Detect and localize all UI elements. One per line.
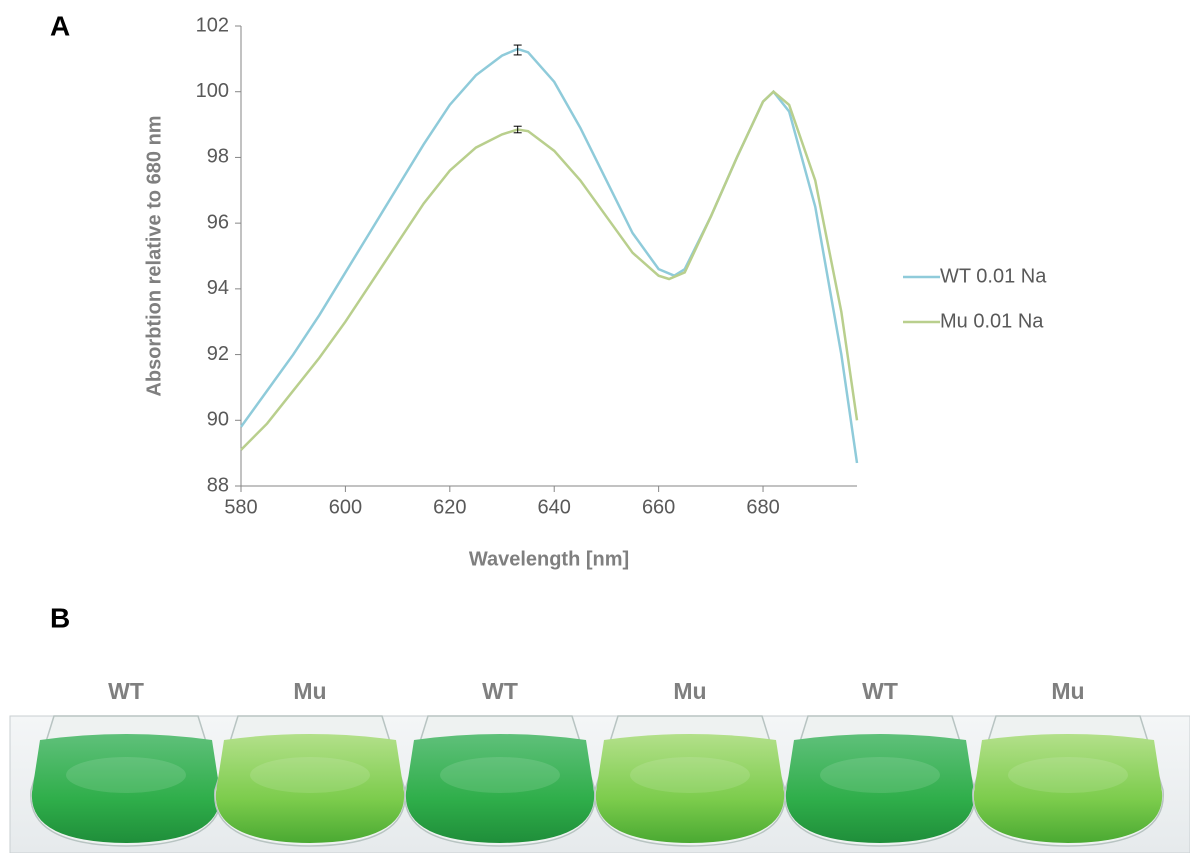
figure: A B Absorbtion relative to 680 nm Wavele… (0, 0, 1190, 853)
photo-label: WT (482, 678, 518, 704)
photo-label: Mu (1051, 678, 1084, 704)
liquid-highlight (1008, 757, 1128, 793)
x-axis-title: Wavelength [nm] (469, 548, 629, 570)
y-tick-label: 96 (207, 211, 229, 233)
series-line (241, 49, 857, 463)
panel-label: B (50, 602, 70, 633)
panel-label: A (50, 10, 70, 41)
y-tick-label: 102 (196, 14, 229, 36)
x-tick-label: 680 (746, 496, 779, 518)
x-tick-label: 620 (433, 496, 466, 518)
y-tick-label: 92 (207, 343, 229, 365)
series-line (241, 92, 857, 450)
x-tick-label: 580 (224, 496, 257, 518)
y-tick-label: 90 (207, 409, 229, 431)
liquid-highlight (66, 757, 186, 793)
liquid-highlight (250, 757, 370, 793)
legend-label: Mu 0.01 Na (940, 310, 1044, 332)
x-tick-label: 600 (329, 496, 362, 518)
liquid-highlight (630, 757, 750, 793)
y-tick-label: 94 (207, 277, 229, 299)
y-axis-title: Absorbtion relative to 680 nm (143, 115, 165, 396)
x-tick-label: 640 (538, 496, 571, 518)
x-tick-label: 660 (642, 496, 675, 518)
photo-label: Mu (673, 678, 706, 704)
legend-label: WT 0.01 Na (940, 265, 1047, 287)
y-tick-label: 100 (196, 80, 229, 102)
y-tick-label: 88 (207, 474, 229, 496)
liquid-highlight (820, 757, 940, 793)
y-tick-label: 98 (207, 146, 229, 168)
legend: WT 0.01 Na Mu 0.01 Na (903, 265, 1047, 332)
photo (10, 716, 1190, 853)
photo-label: WT (108, 678, 144, 704)
liquid-highlight (440, 757, 560, 793)
photo-label: Mu (293, 678, 326, 704)
photo-label: WT (862, 678, 898, 704)
plot: 88 90 92 94 96 98 100 102 580 600 620 640 660 680 (196, 14, 857, 518)
